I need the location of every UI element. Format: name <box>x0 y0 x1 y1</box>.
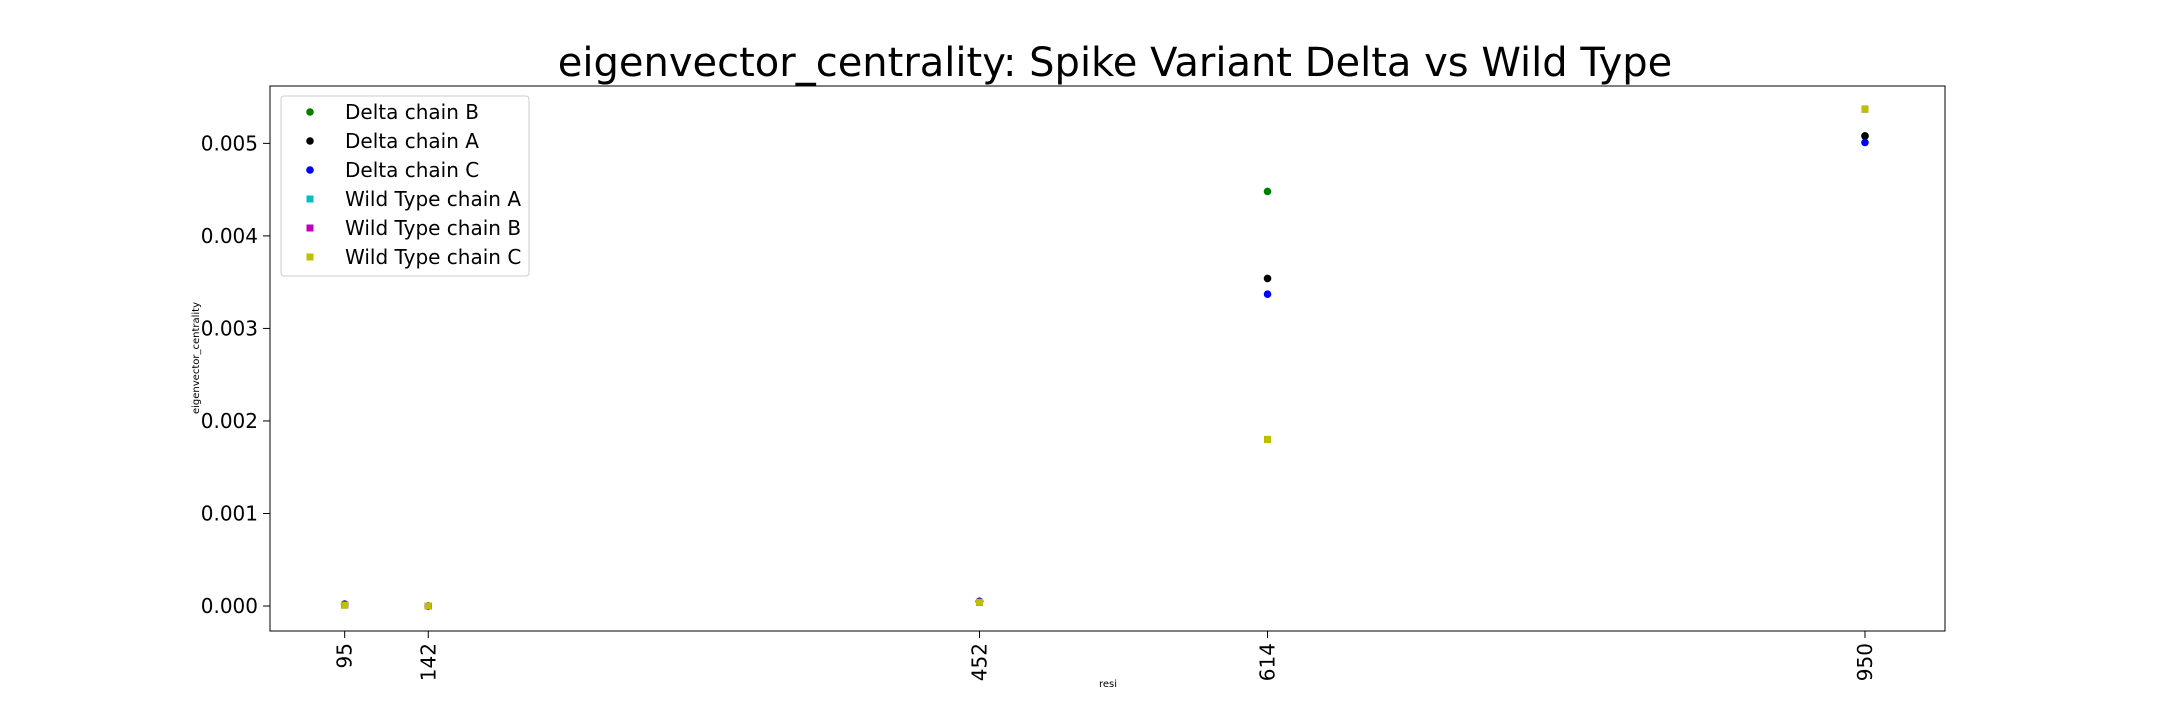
data-point <box>975 598 983 606</box>
y-tick-label: 0.005 <box>201 131 258 155</box>
legend-label: Delta chain A <box>345 129 479 153</box>
y-axis-title: eigenvector_centrality <box>191 302 202 414</box>
data-point <box>1861 138 1869 147</box>
x-tick-label: 452 <box>967 643 991 681</box>
legend-label: Wild Type chain C <box>345 245 521 269</box>
x-axis: 95 142 452 614 950 <box>333 631 1877 681</box>
legend-marker <box>306 253 314 261</box>
legend-marker <box>306 137 314 145</box>
plot-area <box>269 85 1946 632</box>
x-tick-label: 950 <box>1853 643 1877 681</box>
x-tick-label: 95 <box>333 643 357 668</box>
legend-label: Wild Type chain B <box>345 216 521 240</box>
data-point <box>1263 187 1272 196</box>
series-2 <box>340 138 1869 610</box>
y-tick-label: 0.002 <box>201 409 258 433</box>
y-tick-label: 0.000 <box>201 594 258 618</box>
y-tick-label: 0.003 <box>201 316 258 340</box>
data-point <box>1264 435 1272 443</box>
y-tick-label: 0.001 <box>201 501 258 525</box>
data-point <box>1861 105 1869 113</box>
series-0 <box>340 132 1869 610</box>
legend-box <box>280 95 530 277</box>
series-1 <box>340 132 1869 610</box>
legend-marker <box>306 166 314 174</box>
x-axis-title: resi <box>1099 679 1117 690</box>
legend-label: Delta chain C <box>345 158 479 182</box>
chart-title: eigenvector_centrality: Spike Variant De… <box>558 40 1673 86</box>
legend-label: Delta chain B <box>345 100 479 124</box>
y-axis: 0.000 0.001 0.002 0.003 0.004 0.005 <box>201 131 270 618</box>
legend-marker <box>306 108 314 116</box>
series-4 <box>341 105 1869 610</box>
y-tick-label: 0.004 <box>201 224 258 248</box>
series-3 <box>341 105 1869 610</box>
data-point <box>341 601 349 609</box>
data-point <box>1263 274 1272 283</box>
data-point <box>1861 132 1869 140</box>
legend-marker <box>306 224 314 232</box>
data-points <box>340 105 1869 610</box>
x-tick-label: 142 <box>416 643 440 681</box>
legend-marker <box>306 195 314 203</box>
legend-label: Wild Type chain A <box>345 187 521 211</box>
x-tick-label: 614 <box>1256 643 1280 681</box>
data-point <box>1263 290 1272 298</box>
data-point <box>424 602 432 610</box>
legend: Delta chain B Delta chain A Delta chain C W… <box>280 95 530 277</box>
series-5 <box>341 105 1869 610</box>
